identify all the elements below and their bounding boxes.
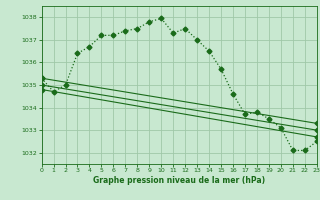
X-axis label: Graphe pression niveau de la mer (hPa): Graphe pression niveau de la mer (hPa) bbox=[93, 176, 265, 185]
